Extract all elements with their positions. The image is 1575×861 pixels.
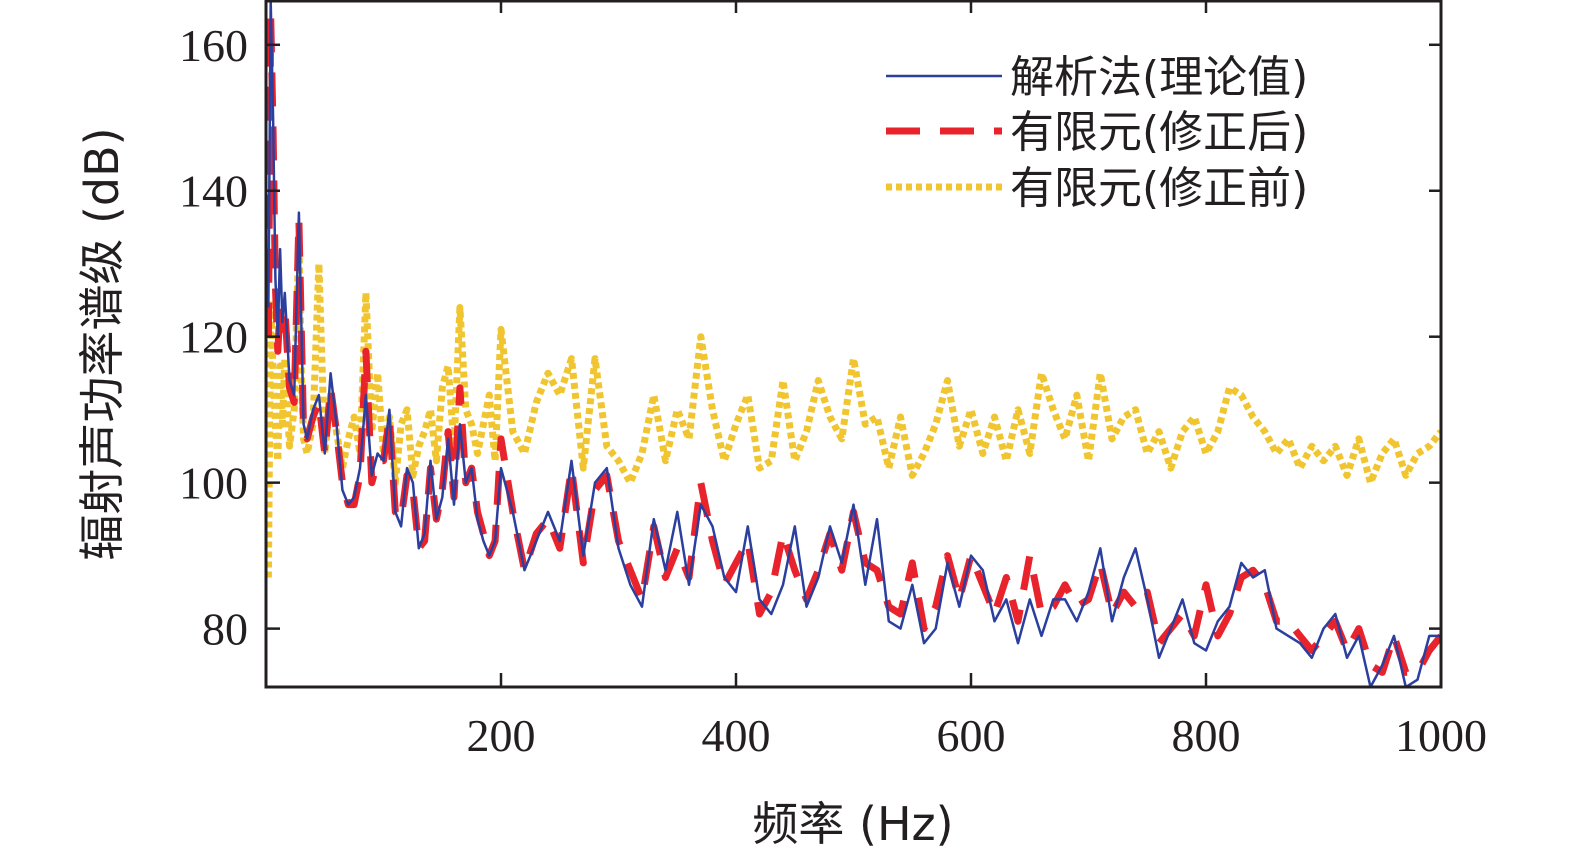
- y-tick-label: 80: [202, 604, 248, 655]
- plot-frame: [264, 0, 1443, 689]
- ticks-layer: 200 400 600 800 1000 80 100 120 140 160: [179, 1, 1487, 761]
- legend-label-1: 解析法(理论值): [1010, 52, 1308, 103]
- series-line-1: [267, 1, 1441, 687]
- y-tick-label: 160: [179, 20, 248, 71]
- y-tick-label: 140: [179, 166, 248, 217]
- series-layer: [266, 1, 1441, 687]
- x-tick-label: 600: [937, 710, 1006, 761]
- x-tick-label: 400: [702, 710, 771, 761]
- x-tick-label: 1000: [1395, 710, 1487, 761]
- x-tick-label: 200: [467, 710, 536, 761]
- legend: 解析法(理论值)有限元(修正后)有限元(修正前): [886, 52, 1308, 214]
- y-axis-label: 辐射声功率谱级 (dB): [75, 127, 129, 560]
- legend-label-3: 有限元(修正前): [1010, 163, 1308, 214]
- legend-label-2: 有限元(修正后): [1010, 107, 1308, 158]
- x-tick-label: 800: [1172, 710, 1241, 761]
- x-axis-label: 频率 (Hz): [752, 797, 953, 851]
- y-tick-label: 120: [179, 312, 248, 363]
- series-line-3: [266, 231, 1441, 578]
- series-line-2: [266, 12, 1441, 676]
- y-tick-label: 100: [179, 458, 248, 509]
